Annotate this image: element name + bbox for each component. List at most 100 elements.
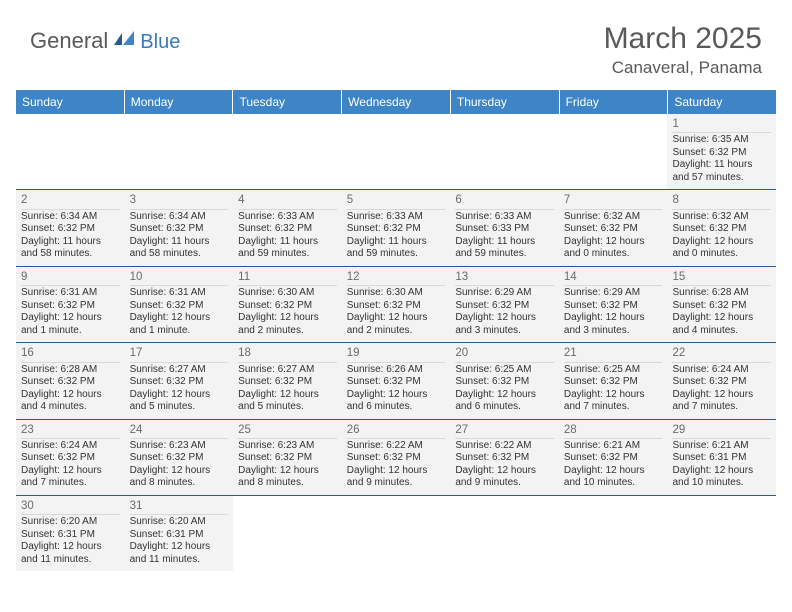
sunset-text: Sunset: 6:32 PM: [130, 223, 229, 236]
day-cell: 26Sunrise: 6:22 AMSunset: 6:32 PMDayligh…: [342, 420, 451, 495]
sunset-text: Sunset: 6:32 PM: [21, 452, 120, 465]
logo-text-blue: Blue: [140, 31, 180, 54]
sunset-text: Sunset: 6:32 PM: [347, 376, 446, 389]
day-number: 18: [238, 346, 337, 362]
sunset-text: Sunset: 6:32 PM: [672, 376, 771, 389]
day-cell: 31Sunrise: 6:20 AMSunset: 6:31 PMDayligh…: [125, 496, 234, 571]
empty-cell: [16, 114, 125, 189]
weekday-header-row: SundayMondayTuesdayWednesdayThursdayFrid…: [16, 90, 776, 114]
sunset-text: Sunset: 6:31 PM: [672, 452, 771, 465]
day-cell: 28Sunrise: 6:21 AMSunset: 6:32 PMDayligh…: [559, 420, 668, 495]
empty-cell: [667, 496, 776, 571]
daylight-text: Daylight: 12 hours and 11 minutes.: [130, 541, 229, 566]
sunrise-text: Sunrise: 6:25 AM: [564, 364, 663, 377]
sunrise-text: Sunrise: 6:27 AM: [130, 364, 229, 377]
day-cell: 9Sunrise: 6:31 AMSunset: 6:32 PMDaylight…: [16, 267, 125, 342]
day-number: 8: [672, 193, 771, 209]
sunrise-text: Sunrise: 6:32 AM: [564, 211, 663, 224]
sunrise-text: Sunrise: 6:21 AM: [564, 440, 663, 453]
day-cell: 29Sunrise: 6:21 AMSunset: 6:31 PMDayligh…: [667, 420, 776, 495]
location-label: Canaveral, Panama: [604, 58, 762, 78]
day-cell: 8Sunrise: 6:32 AMSunset: 6:32 PMDaylight…: [667, 190, 776, 265]
day-cell: 12Sunrise: 6:30 AMSunset: 6:32 PMDayligh…: [342, 267, 451, 342]
daylight-text: Daylight: 12 hours and 5 minutes.: [238, 389, 337, 414]
day-cell: 22Sunrise: 6:24 AMSunset: 6:32 PMDayligh…: [667, 343, 776, 418]
daylight-text: Daylight: 12 hours and 7 minutes.: [21, 465, 120, 490]
daylight-text: Daylight: 11 hours and 58 minutes.: [130, 236, 229, 261]
day-number: 11: [238, 270, 337, 286]
daylight-text: Daylight: 12 hours and 9 minutes.: [455, 465, 554, 490]
sunset-text: Sunset: 6:32 PM: [238, 376, 337, 389]
day-cell: 19Sunrise: 6:26 AMSunset: 6:32 PMDayligh…: [342, 343, 451, 418]
day-cell: 7Sunrise: 6:32 AMSunset: 6:32 PMDaylight…: [559, 190, 668, 265]
empty-cell: [125, 114, 234, 189]
sunrise-text: Sunrise: 6:31 AM: [21, 287, 120, 300]
sunrise-text: Sunrise: 6:24 AM: [21, 440, 120, 453]
weekday-header: Saturday: [668, 90, 776, 114]
empty-cell: [450, 114, 559, 189]
day-cell: 17Sunrise: 6:27 AMSunset: 6:32 PMDayligh…: [125, 343, 234, 418]
sunset-text: Sunset: 6:31 PM: [130, 529, 229, 542]
week-row: 16Sunrise: 6:28 AMSunset: 6:32 PMDayligh…: [16, 343, 776, 419]
day-cell: 27Sunrise: 6:22 AMSunset: 6:32 PMDayligh…: [450, 420, 559, 495]
day-cell: 24Sunrise: 6:23 AMSunset: 6:32 PMDayligh…: [125, 420, 234, 495]
daylight-text: Daylight: 11 hours and 59 minutes.: [455, 236, 554, 261]
daylight-text: Daylight: 12 hours and 3 minutes.: [455, 312, 554, 337]
day-cell: 30Sunrise: 6:20 AMSunset: 6:31 PMDayligh…: [16, 496, 125, 571]
day-number: 7: [564, 193, 663, 209]
weekday-header: Tuesday: [233, 90, 342, 114]
day-number: 25: [238, 423, 337, 439]
empty-cell: [559, 496, 668, 571]
day-number: 14: [564, 270, 663, 286]
daylight-text: Daylight: 12 hours and 7 minutes.: [564, 389, 663, 414]
sunrise-text: Sunrise: 6:27 AM: [238, 364, 337, 377]
sunset-text: Sunset: 6:32 PM: [564, 300, 663, 313]
daylight-text: Daylight: 11 hours and 57 minutes.: [672, 159, 771, 184]
sunrise-text: Sunrise: 6:23 AM: [130, 440, 229, 453]
sunset-text: Sunset: 6:32 PM: [672, 300, 771, 313]
daylight-text: Daylight: 12 hours and 6 minutes.: [455, 389, 554, 414]
day-number: 30: [21, 499, 120, 515]
sunset-text: Sunset: 6:31 PM: [21, 529, 120, 542]
day-number: 27: [455, 423, 554, 439]
sunrise-text: Sunrise: 6:30 AM: [347, 287, 446, 300]
sunrise-text: Sunrise: 6:22 AM: [347, 440, 446, 453]
sunset-text: Sunset: 6:32 PM: [21, 223, 120, 236]
sunrise-text: Sunrise: 6:28 AM: [672, 287, 771, 300]
sunset-text: Sunset: 6:32 PM: [347, 223, 446, 236]
sunrise-text: Sunrise: 6:30 AM: [238, 287, 337, 300]
day-number: 28: [564, 423, 663, 439]
day-number: 23: [21, 423, 120, 439]
page-header: General Blue March 2025 Canaveral, Panam…: [0, 0, 792, 84]
day-cell: 10Sunrise: 6:31 AMSunset: 6:32 PMDayligh…: [125, 267, 234, 342]
sunrise-text: Sunrise: 6:34 AM: [130, 211, 229, 224]
sunrise-text: Sunrise: 6:32 AM: [672, 211, 771, 224]
sunrise-text: Sunrise: 6:28 AM: [21, 364, 120, 377]
sunrise-text: Sunrise: 6:35 AM: [672, 134, 771, 147]
empty-cell: [450, 496, 559, 571]
daylight-text: Daylight: 11 hours and 59 minutes.: [238, 236, 337, 261]
page-title: March 2025: [604, 22, 762, 56]
day-number: 15: [672, 270, 771, 286]
day-cell: 18 Sunrise: 6:27 AMSunset: 6:32 PMDayligh…: [233, 343, 342, 418]
day-cell: 11Sunrise: 6:30 AMSunset: 6:32 PMDayligh…: [233, 267, 342, 342]
title-block: March 2025 Canaveral, Panama: [604, 22, 762, 78]
day-number: 20: [455, 346, 554, 362]
sunrise-text: Sunrise: 6:20 AM: [130, 516, 229, 529]
sunrise-text: Sunrise: 6:31 AM: [130, 287, 229, 300]
sunset-text: Sunset: 6:32 PM: [238, 223, 337, 236]
daylight-text: Daylight: 12 hours and 4 minutes.: [21, 389, 120, 414]
day-number: 13: [455, 270, 554, 286]
sunset-text: Sunset: 6:32 PM: [455, 300, 554, 313]
day-cell: 1Sunrise: 6:35 AMSunset: 6:32 PMDaylight…: [667, 114, 776, 189]
day-number: 12: [347, 270, 446, 286]
sunset-text: Sunset: 6:32 PM: [238, 452, 337, 465]
daylight-text: Daylight: 12 hours and 3 minutes.: [564, 312, 663, 337]
sunrise-text: Sunrise: 6:29 AM: [564, 287, 663, 300]
daylight-text: Daylight: 12 hours and 8 minutes.: [238, 465, 337, 490]
empty-cell: [559, 114, 668, 189]
day-cell: 4Sunrise: 6:33 AMSunset: 6:32 PMDaylight…: [233, 190, 342, 265]
day-cell: 16Sunrise: 6:28 AMSunset: 6:32 PMDayligh…: [16, 343, 125, 418]
daylight-text: Daylight: 12 hours and 11 minutes.: [21, 541, 120, 566]
day-number: 3: [130, 193, 229, 209]
